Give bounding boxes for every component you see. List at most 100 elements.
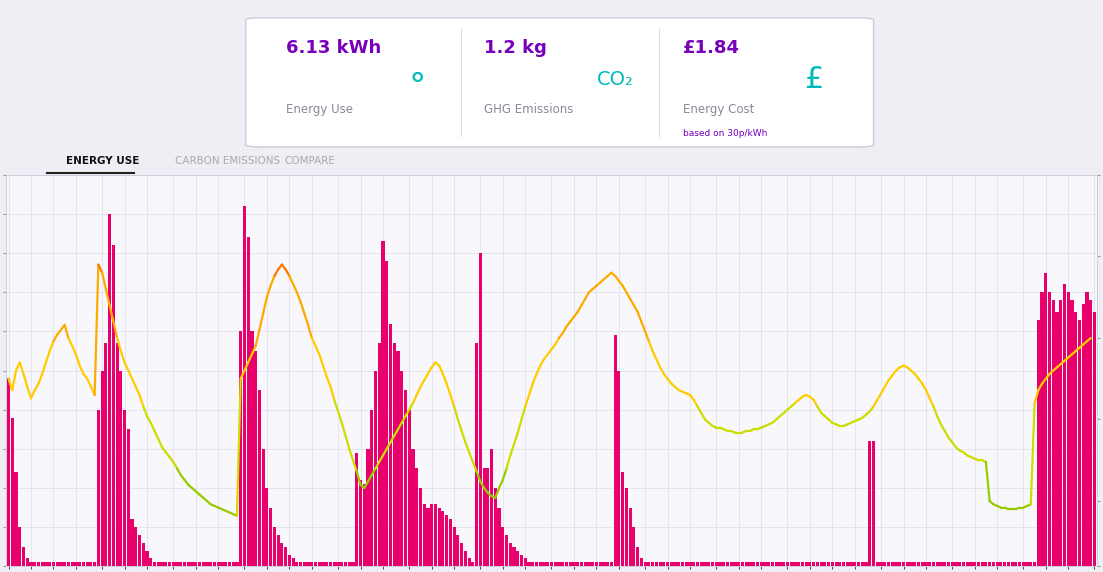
Bar [124,410,126,566]
Bar [172,562,175,566]
Bar [1007,562,1010,566]
Bar [191,562,194,566]
Bar [441,511,445,566]
Bar [111,245,115,566]
Bar [790,562,793,566]
Bar [408,410,410,566]
Bar [583,562,587,566]
Bar [452,527,456,566]
Bar [879,562,882,566]
Bar [363,484,366,566]
Bar [60,562,63,566]
Bar [1089,300,1092,566]
Bar [546,562,549,566]
Bar [508,543,512,566]
Bar [816,562,818,566]
Bar [928,562,931,566]
Bar [258,390,261,566]
Bar [224,562,227,566]
Bar [116,343,119,566]
Bar [445,515,448,566]
Bar [266,488,268,566]
Bar [130,519,133,566]
Bar [14,472,18,566]
Bar [7,379,10,566]
Bar [602,562,606,566]
Text: CO₂: CO₂ [597,70,633,89]
Bar [715,562,718,566]
Bar [658,562,662,566]
Bar [1003,562,1006,566]
Bar [835,562,837,566]
Bar [153,562,157,566]
Bar [358,480,362,566]
Bar [52,562,55,566]
Bar [554,562,557,566]
Bar [310,562,313,566]
Bar [329,562,332,566]
Bar [97,410,100,566]
Bar [767,562,770,566]
Bar [535,562,538,566]
Bar [460,543,463,566]
Bar [921,562,924,566]
Bar [779,562,782,566]
Bar [457,535,460,566]
Bar [186,562,190,566]
Bar [618,371,621,566]
Bar [347,562,351,566]
Bar [977,562,979,566]
Bar [468,558,471,566]
Bar [288,554,291,566]
Bar [999,562,1003,566]
Bar [954,562,957,566]
Bar [516,551,520,566]
Bar [89,562,93,566]
Bar [752,562,756,566]
Bar [959,562,962,566]
Bar [902,562,906,566]
Bar [741,562,745,566]
Bar [613,335,617,566]
Bar [333,562,336,566]
Bar [771,562,774,566]
Bar [808,562,812,566]
Bar [513,547,515,566]
Bar [261,449,265,566]
Bar [314,562,318,566]
Bar [711,562,714,566]
Bar [898,562,901,566]
Text: 1.2 kg: 1.2 kg [484,39,547,57]
Bar [745,562,748,566]
Bar [1018,562,1021,566]
Bar [411,449,415,566]
Text: ENERGY USE: ENERGY USE [65,156,139,166]
Bar [820,562,823,566]
Bar [996,562,998,566]
Bar [726,562,729,566]
Bar [699,562,703,566]
Bar [763,562,767,566]
Bar [213,562,216,566]
Bar [1026,562,1029,566]
Bar [823,562,826,566]
Bar [865,562,868,566]
Bar [482,468,485,566]
Bar [400,371,404,566]
Bar [340,562,343,566]
Bar [82,562,85,566]
Bar [221,562,224,566]
Bar [119,371,122,566]
Bar [532,562,534,566]
Text: £: £ [804,65,823,94]
Bar [355,453,358,566]
Bar [318,562,321,566]
Bar [543,562,546,566]
Bar [277,535,280,566]
Bar [876,562,879,566]
Bar [269,507,272,566]
Bar [868,441,871,566]
Bar [970,562,973,566]
Bar [371,410,373,566]
Bar [160,562,163,566]
